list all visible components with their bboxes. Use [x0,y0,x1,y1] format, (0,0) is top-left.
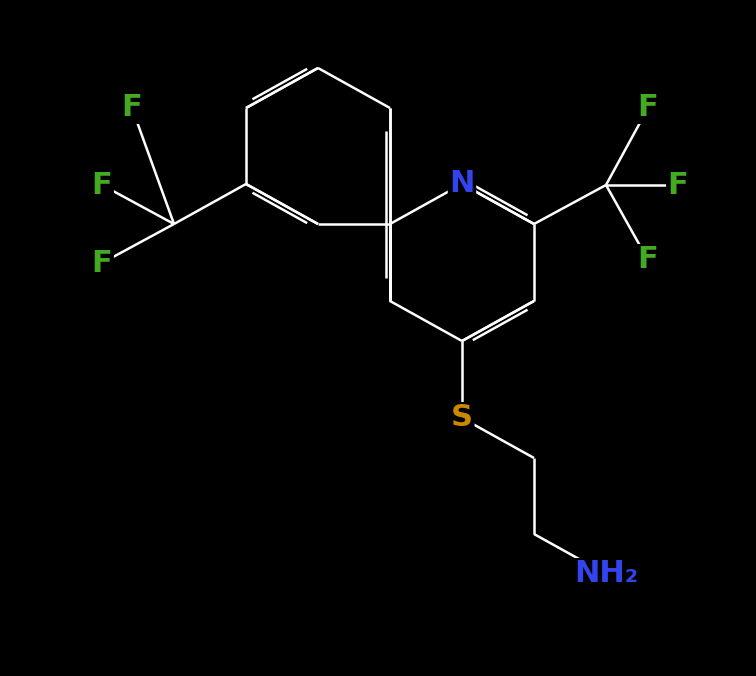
Text: F: F [668,170,689,199]
Text: N: N [449,170,475,199]
Text: S: S [451,404,473,433]
Text: F: F [637,93,658,122]
Text: F: F [122,93,142,122]
Text: F: F [637,245,658,274]
Text: F: F [91,249,113,278]
Text: NH₂: NH₂ [574,560,638,589]
Text: F: F [91,170,113,199]
